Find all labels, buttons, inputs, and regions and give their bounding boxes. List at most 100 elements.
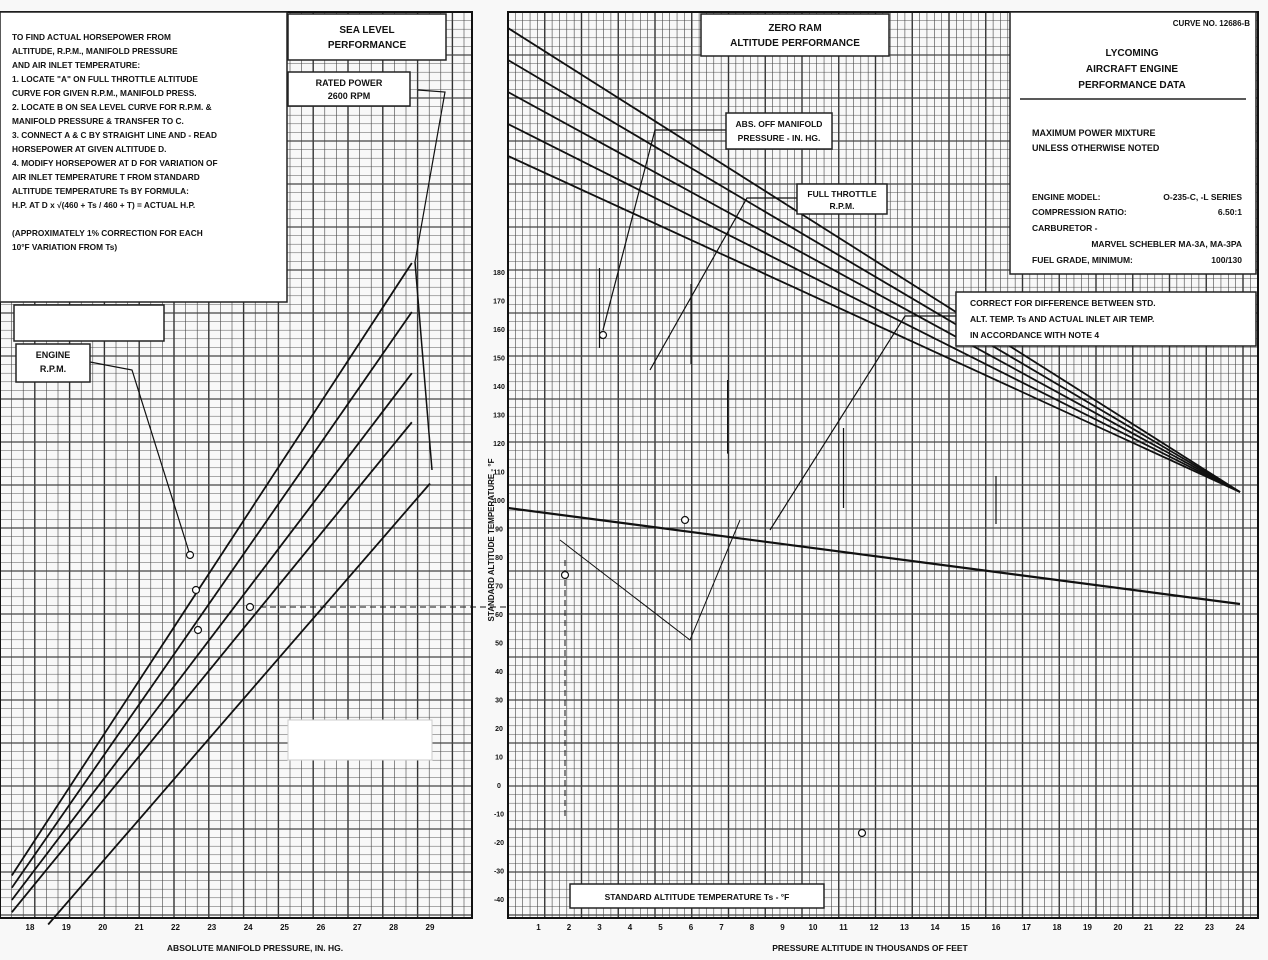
left-x-tick: 19 <box>62 923 71 932</box>
right-x-tick: 7 <box>719 923 724 932</box>
engine-rpm-leader <box>89 361 191 556</box>
left-x-tick: 27 <box>353 923 362 932</box>
engine-rpm-label-2: R.P.M. <box>40 364 66 374</box>
right-x-tick: 24 <box>1236 923 1245 932</box>
spec-title-2: AIRCRAFT ENGINE <box>1086 64 1179 75</box>
abs-manifold-1: ABS. OFF MANIFOLD <box>736 119 823 129</box>
center-y-tick: 30 <box>495 698 503 705</box>
spec-ratio-value: 6.50:1 <box>1218 207 1242 217</box>
correction-leader <box>769 315 956 531</box>
rated-power-1: RATED POWER <box>316 78 383 88</box>
point-marker <box>680 515 690 525</box>
center-y-tick: 90 <box>495 527 503 534</box>
center-y-tick: 10 <box>495 755 503 762</box>
center-y-tick: 150 <box>493 356 505 363</box>
point-marker <box>185 550 195 560</box>
center-y-tick: 70 <box>495 584 503 591</box>
center-y-tick: -10 <box>494 812 504 819</box>
right-x-tick: 19 <box>1083 923 1092 932</box>
blank-label-box <box>287 719 433 761</box>
center-y-tick: 0 <box>497 783 501 790</box>
note-line: 4. MODIFY HORSEPOWER AT D FOR VARIATION … <box>12 158 218 168</box>
abs-manifold-2: PRESSURE - IN. HG. <box>738 133 821 143</box>
right-series-2600 <box>507 27 1241 493</box>
notes-box <box>0 11 288 303</box>
abs-manifold-leader <box>602 129 726 331</box>
full-throttle-box <box>796 183 888 215</box>
right-x-axis-label: PRESSURE ALTITUDE IN THOUSANDS OF FEET <box>772 943 968 953</box>
note-line: TO FIND ACTUAL HORSEPOWER FROM <box>12 32 171 42</box>
right-series-2000 <box>507 123 1241 493</box>
correction-note-1: CORRECT FOR DIFFERENCE BETWEEN STD. <box>970 298 1156 308</box>
center-y-tick: 50 <box>495 641 503 648</box>
left-series-1800 <box>47 482 431 926</box>
center-y-tick: 110 <box>493 470 504 477</box>
point-marker <box>598 330 608 340</box>
axis-ticks: 18 19 20 21 22 23 24 25 26 27 28 29 1 2 3 4 5 6 7 8 9 10 11 12 1… <box>26 270 1245 932</box>
right-x-tick: 23 <box>1205 923 1214 932</box>
left-x-tick: 24 <box>244 923 253 932</box>
right-x-tick: 12 <box>870 923 879 932</box>
left-closing-line <box>414 261 433 471</box>
note-line: (APPROXIMATELY 1% CORRECTION FOR EACH <box>12 228 203 238</box>
construction-line <box>559 519 741 641</box>
right-x-tick: 5 <box>658 923 663 932</box>
std-temp-box <box>569 883 825 909</box>
right-x-tick: 22 <box>1175 923 1184 932</box>
zero-ram-title-1: ZERO RAM <box>768 23 821 34</box>
left-x-axis-label: ABSOLUTE MANIFOLD PRESSURE, IN. HG. <box>167 943 343 953</box>
full-throttle-2: R.P.M. <box>830 201 855 211</box>
note-line: MANIFOLD PRESSURE & TRANSFER TO C. <box>12 116 184 126</box>
right-x-tick: 20 <box>1114 923 1123 932</box>
spec-mixture-1: MAXIMUM POWER MIXTURE <box>1032 128 1156 138</box>
left-x-tick: 18 <box>26 923 35 932</box>
left-x-tick: 25 <box>280 923 289 932</box>
spec-title-3: PERFORMANCE DATA <box>1078 80 1185 91</box>
left-x-tick: 23 <box>207 923 216 932</box>
center-y-tick: -40 <box>494 897 504 904</box>
center-y-tick: 160 <box>493 327 505 334</box>
left-series-2000 <box>11 421 413 913</box>
center-y-tick: -20 <box>494 840 504 847</box>
spec-fuel-value: 100/130 <box>1211 255 1242 265</box>
spec-model-value: O-235-C, -L SERIES <box>1163 192 1242 202</box>
grid-border <box>507 11 1259 919</box>
right-x-tick: 21 <box>1144 923 1153 932</box>
right-x-tick: 14 <box>931 923 940 932</box>
point-markers <box>185 330 867 838</box>
sea-level-header-box <box>287 13 447 61</box>
right-series <box>260 27 1241 820</box>
left-x-tick: 21 <box>135 923 144 932</box>
rated-power-2: 2600 RPM <box>328 91 371 101</box>
right-x-tick: 13 <box>900 923 909 932</box>
center-y-axis-label: STANDARD ALTITUDE TEMPERATURE - °F <box>487 458 496 621</box>
center-y-tick: 180 <box>493 270 505 277</box>
right-x-tick: 9 <box>780 923 785 932</box>
left-x-tick: 20 <box>98 923 107 932</box>
left-x-tick: 28 <box>389 923 398 932</box>
correction-note-2: ALT. TEMP. Ts AND ACTUAL INLET AIR TEMP. <box>970 314 1154 324</box>
right-x-tick: 17 <box>1022 923 1031 932</box>
note-line: 10°F VARIATION FROM Ts) <box>12 242 117 252</box>
center-y-tick: 130 <box>493 413 505 420</box>
blank-box <box>13 304 165 342</box>
right-x-tick: 16 <box>992 923 1001 932</box>
right-series-2200 <box>507 91 1241 493</box>
right-series-1800 <box>507 155 1241 493</box>
full-throttle-1: FULL THROTTLE <box>807 189 877 199</box>
center-y-tick: 120 <box>493 441 505 448</box>
std-temp-label: STANDARD ALTITUDE TEMPERATURE Ts - °F <box>605 892 790 902</box>
center-y-tick: 140 <box>493 384 505 391</box>
rated-power-box <box>287 71 411 107</box>
note-line: ALTITUDE TEMPERATURE Ts BY FORMULA: <box>12 186 189 196</box>
note-line: 1. LOCATE "A" ON FULL THROTTLE ALTITUDE <box>12 74 198 84</box>
notes-text: TO FIND ACTUAL HORSEPOWER FROM ALTITUDE, … <box>12 32 218 252</box>
spec-fuel-label: FUEL GRADE, MINIMUM: <box>1032 255 1133 265</box>
correction-note-3: IN ACCORDANCE WITH NOTE 4 <box>970 330 1099 340</box>
left-series <box>11 89 446 926</box>
point-marker <box>191 585 201 595</box>
engine-rpm-label-1: ENGINE <box>36 350 71 360</box>
right-x-tick: 3 <box>597 923 602 932</box>
curve-number: CURVE NO. 12686-B <box>1173 19 1250 28</box>
